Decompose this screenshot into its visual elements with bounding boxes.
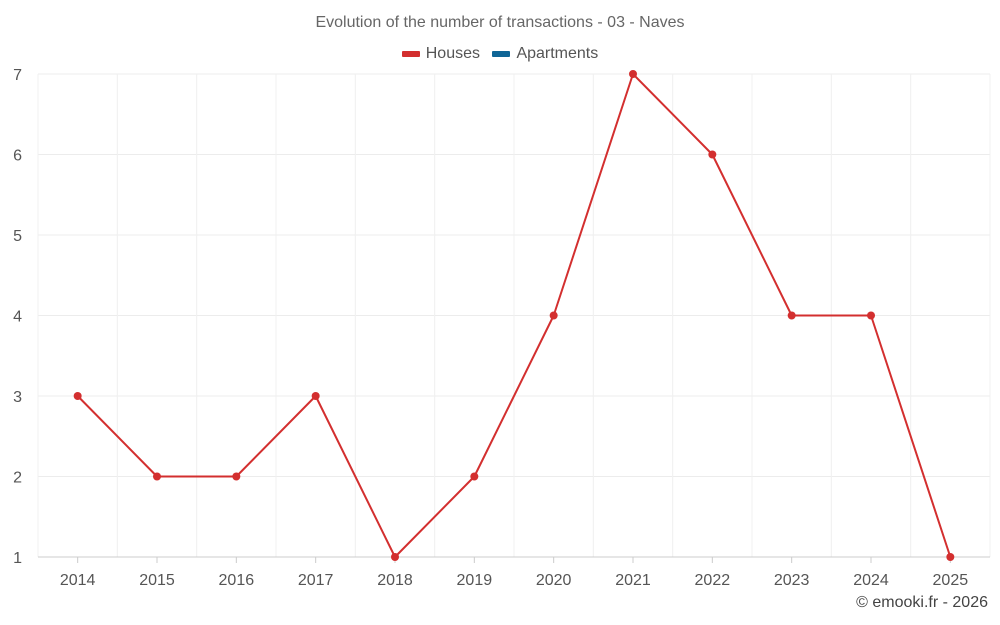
x-tick-label-2017: 2017 [298,572,334,589]
x-tick-label-2018: 2018 [377,572,413,589]
x-tick-label-2021: 2021 [615,572,651,589]
series-lines [76,73,952,558]
y-tick-label-6: 6 [13,148,22,165]
series-line-houses [76,73,952,558]
legend-label-houses: Houses [425,45,480,62]
x-tick-label-2024: 2024 [853,572,889,589]
x-tick-label-2023: 2023 [774,572,810,589]
y-tick-label-7: 7 [13,67,22,84]
credit-text: © emooki.fr - 2026 [856,594,988,611]
x-tick-label-2015: 2015 [139,572,175,589]
data-point-houses-2020[interactable] [549,311,558,320]
legend-label-apartments: Apartments [516,45,599,62]
y-tick-labels: 1 2 3 4 5 6 7 [13,67,22,567]
legend-swatch-apartments [492,51,511,57]
data-points [73,70,955,561]
axes [38,556,990,563]
x-tick-label-2025: 2025 [933,572,969,589]
y-tick-label-4: 4 [13,309,22,326]
x-tick-labels: 2014 2015 2016 2017 2018 2019 2020 2021 2022 2023… [60,572,968,589]
y-tick-label-2: 2 [13,470,22,487]
data-point-houses-2019[interactable] [470,472,479,481]
y-tick-label-1: 1 [13,550,22,567]
chart-legend: Houses Apartments [0,44,1000,63]
data-point-houses-2018[interactable] [391,553,399,561]
data-point-houses-2016[interactable] [232,472,241,481]
chart-title: Evolution of the number of transactions … [315,14,685,31]
x-tick-label-2014: 2014 [60,572,96,589]
y-tick-label-5: 5 [13,228,22,245]
data-point-houses-2021[interactable] [629,70,637,78]
data-point-houses-2022[interactable] [708,150,717,159]
legend-item-apartments[interactable]: Apartments [492,45,598,63]
y-tick-label-3: 3 [13,389,22,406]
data-point-houses-2015[interactable] [153,472,161,481]
data-point-houses-2017[interactable] [311,392,320,400]
x-tick-label-2019: 2019 [457,572,493,589]
grid-lines [37,73,991,557]
data-point-houses-2023[interactable] [787,311,796,320]
x-tick-label-2016: 2016 [219,572,255,589]
legend-item-houses[interactable]: Houses [401,45,480,63]
data-point-houses-2025[interactable] [946,553,955,561]
x-tick-label-2022: 2022 [695,572,731,589]
data-point-houses-2024[interactable] [867,311,875,320]
x-tick-label-2020: 2020 [536,572,572,589]
data-point-houses-2014[interactable] [73,392,82,400]
legend-swatch-houses [401,51,420,57]
